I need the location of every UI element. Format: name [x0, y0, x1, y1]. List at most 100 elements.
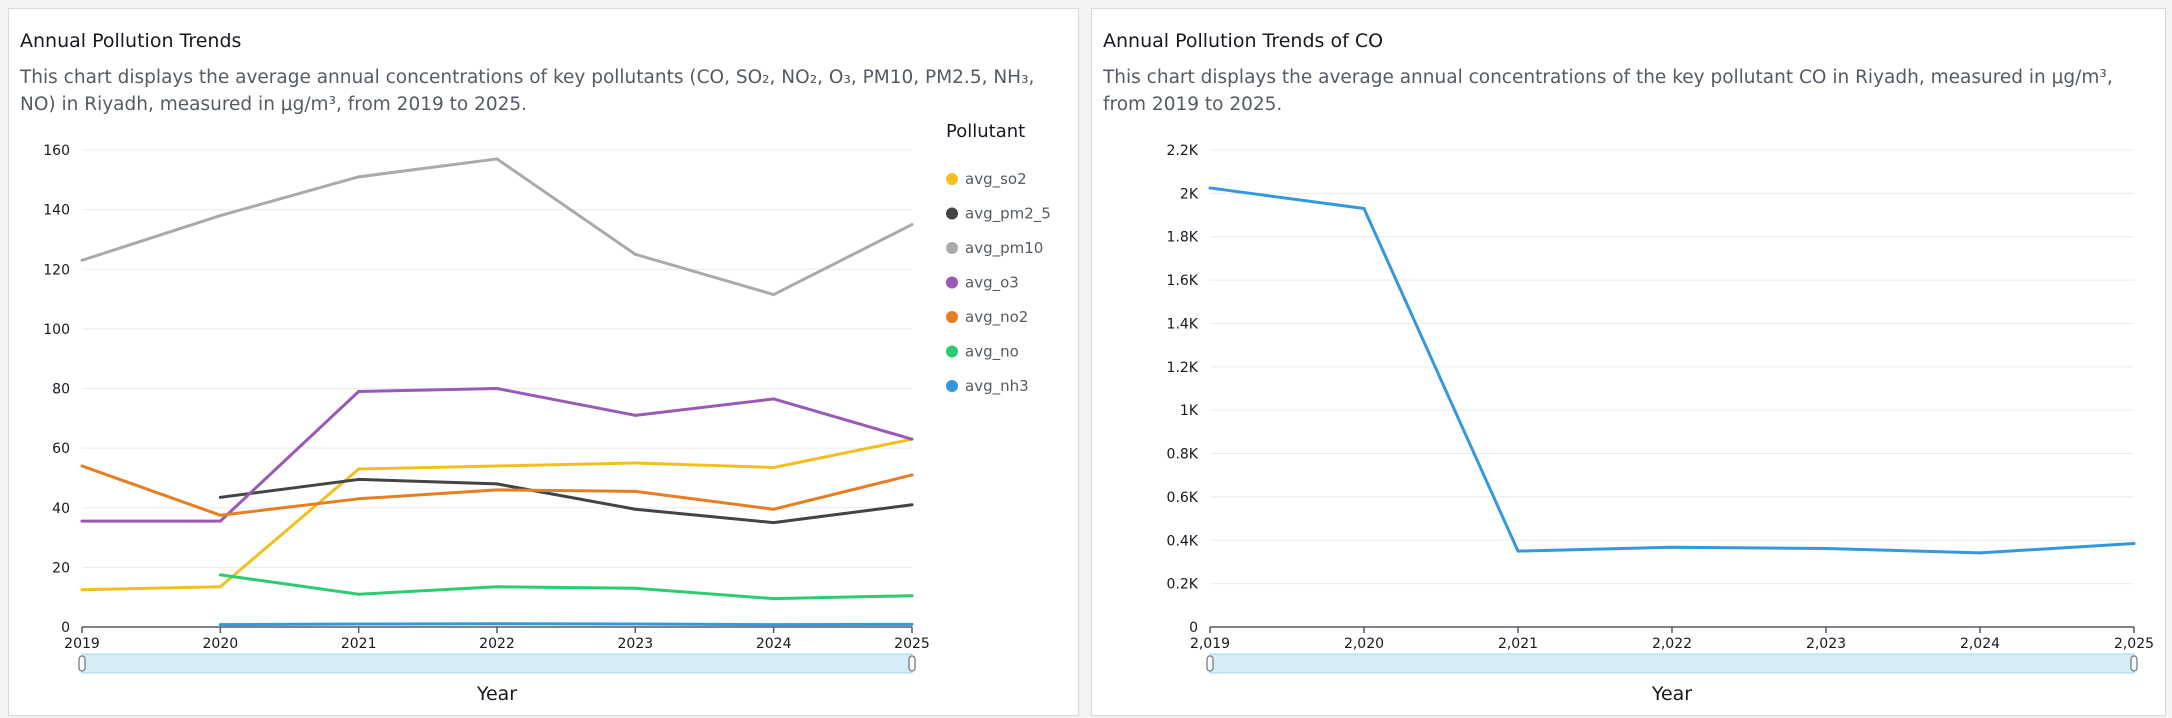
- data-point: [495, 387, 499, 390]
- data-point: [495, 585, 499, 589]
- x-tick-label: 2021: [341, 636, 377, 652]
- legend-item-avg_so2[interactable]: avg_so2: [946, 170, 1027, 189]
- y-tick-label: 0.8K: [1167, 447, 1199, 463]
- chart-panel-co-trends: Annual Pollution Trends of CO This chart…: [1091, 8, 2166, 716]
- legend-item-avg_nh3[interactable]: avg_nh3: [946, 377, 1029, 396]
- data-point: [357, 467, 361, 471]
- data-point: [218, 214, 222, 218]
- data-point: [633, 489, 637, 493]
- data-point: [495, 482, 499, 486]
- data-point: [910, 223, 914, 227]
- x-tick-label: 2023: [618, 636, 654, 652]
- legend-label: avg_pm2_5: [965, 205, 1051, 224]
- data-point: [1824, 547, 1828, 551]
- data-point: [910, 503, 914, 507]
- y-tick-label: 80: [52, 382, 70, 398]
- chart-panel-pollution-trends: Annual Pollution Trends This chart displ…: [8, 8, 1079, 716]
- legend-item-avg_pm10[interactable]: avg_pm10: [946, 239, 1043, 258]
- data-point: [910, 473, 914, 477]
- zoom-range-bar: [81, 653, 913, 674]
- legend-label: avg_pm10: [965, 239, 1043, 258]
- x-tick-label: 2025: [894, 636, 930, 652]
- legend-label: avg_no: [965, 343, 1019, 362]
- x-tick-label: 2,021: [1498, 636, 1538, 652]
- data-point: [495, 622, 499, 626]
- zoom-handle-right[interactable]: [2130, 655, 2138, 672]
- legend-swatch: [946, 173, 958, 185]
- series-line-avg_o3: [82, 387, 913, 523]
- legend-swatch: [946, 380, 958, 392]
- legend-item-avg_no2[interactable]: avg_no2: [946, 308, 1028, 327]
- data-point: [495, 488, 499, 492]
- data-point: [80, 258, 84, 262]
- data-point: [357, 389, 361, 393]
- chart-description: This chart displays the average annual c…: [1103, 67, 2113, 115]
- x-tick-label: 2020: [203, 636, 239, 652]
- y-tick-label: 140: [43, 203, 70, 219]
- data-point: [772, 507, 776, 511]
- data-point: [357, 622, 361, 626]
- y-tick-label: 0: [61, 620, 70, 636]
- data-point: [1516, 549, 1520, 553]
- y-tick-label: 100: [43, 322, 70, 338]
- y-tick-label: 120: [43, 262, 70, 278]
- chart-title: Annual Pollution Trends: [20, 30, 242, 52]
- data-point: [218, 519, 222, 523]
- data-point: [772, 623, 776, 627]
- data-point: [633, 622, 637, 626]
- data-point: [357, 592, 361, 596]
- x-tick-label: 2,025: [2114, 636, 2154, 652]
- y-tick-label: 0.6K: [1167, 490, 1199, 506]
- x-tick-label: 2019: [64, 636, 100, 652]
- zoom-handle-left[interactable]: [78, 655, 86, 672]
- data-point: [357, 477, 361, 481]
- data-point: [633, 252, 637, 256]
- legend-item-avg_pm2_5[interactable]: avg_pm2_5: [946, 205, 1051, 224]
- y-tick-label: 1.6K: [1167, 273, 1199, 289]
- data-point: [218, 623, 222, 627]
- data-point: [2132, 542, 2136, 546]
- series-line-co: [1209, 186, 2135, 555]
- zoom-handle-right[interactable]: [908, 655, 916, 672]
- data-point: [495, 157, 499, 161]
- y-tick-label: 0.2K: [1167, 577, 1199, 593]
- y-tick-label: 160: [43, 143, 70, 159]
- data-point: [772, 466, 776, 470]
- data-point: [218, 513, 222, 517]
- y-tick-label: 1K: [1180, 403, 1199, 419]
- legend-swatch: [946, 311, 958, 323]
- series-line-avg_pm10: [81, 157, 913, 297]
- legend-swatch: [946, 242, 958, 254]
- data-point: [357, 175, 361, 179]
- data-point: [772, 293, 776, 297]
- zoom-handle-left[interactable]: [1206, 655, 1214, 672]
- y-tick-label: 0: [1189, 620, 1198, 636]
- legend-item-avg_no[interactable]: avg_no: [946, 343, 1019, 362]
- data-point: [357, 497, 361, 501]
- y-tick-label: 1.2K: [1167, 360, 1199, 376]
- data-point: [80, 464, 84, 468]
- x-axis-title: Year: [1651, 683, 1692, 705]
- multi-pollutant-line-chart: 0 20 40 60 80 100 120 140 160 2019 2020 2021 2022 202…: [43, 121, 1051, 705]
- legend-label: avg_so2: [965, 170, 1027, 189]
- legend-swatch: [946, 207, 958, 220]
- y-tick-label: 20: [52, 560, 70, 576]
- data-point: [910, 622, 914, 626]
- co-line-chart: 0 0.2K 0.4K 0.6K 0.8K 1K 1.2K 1.4K 1.6K 1.8K 2K 2.2…: [1167, 143, 2155, 705]
- y-tick-label: 1.4K: [1167, 316, 1199, 332]
- x-tick-label: 2,020: [1344, 636, 1384, 652]
- y-tick-label: 2.2K: [1167, 143, 1199, 159]
- data-point: [495, 464, 499, 468]
- series-line-avg_nh3: [220, 622, 913, 627]
- legend-label: avg_nh3: [965, 377, 1029, 396]
- y-tick-label: 1.8K: [1167, 230, 1199, 246]
- x-tick-label: 2,023: [1806, 636, 1846, 652]
- data-point: [1978, 551, 1982, 555]
- data-point: [1362, 207, 1366, 211]
- y-tick-label: 40: [52, 501, 70, 517]
- legend-item-avg_o3[interactable]: avg_o3: [946, 274, 1019, 293]
- data-point: [633, 461, 637, 465]
- data-point: [633, 413, 637, 417]
- data-point: [1208, 186, 1212, 190]
- series-line-avg_pm2_5: [220, 477, 913, 525]
